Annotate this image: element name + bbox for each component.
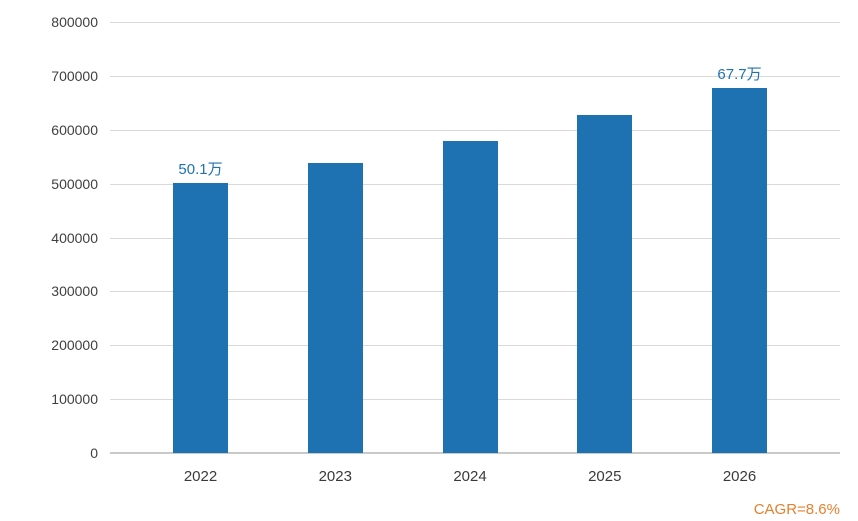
bar-value-label-2022: 50.1万 bbox=[178, 161, 223, 179]
y-tick-label: 300000 bbox=[51, 283, 98, 300]
bar-2026 bbox=[712, 88, 767, 453]
x-tick-label-2022: 2022 bbox=[183, 468, 218, 485]
x-axis-line bbox=[110, 452, 840, 454]
bar-2022 bbox=[173, 183, 228, 453]
gridline bbox=[110, 75, 840, 77]
y-tick-label: 800000 bbox=[51, 14, 98, 30]
bar-2025 bbox=[577, 115, 633, 453]
y-tick-label: 600000 bbox=[51, 121, 98, 138]
y-tick-label: 500000 bbox=[51, 175, 98, 192]
bar-2024 bbox=[442, 140, 498, 453]
bar-value-label-2026: 67.7万 bbox=[717, 66, 762, 84]
y-tick-label: 0 bbox=[90, 445, 98, 461]
x-tick-label-2025: 2025 bbox=[588, 468, 622, 485]
y-tick-label: 200000 bbox=[51, 337, 98, 354]
x-tick-label-2023: 2023 bbox=[318, 468, 352, 485]
gridline bbox=[110, 22, 840, 23]
bar-2023 bbox=[307, 162, 363, 453]
cagr-annotation: CAGR=8.6% bbox=[753, 501, 840, 518]
x-tick-label-2026: 2026 bbox=[722, 468, 757, 485]
y-tick-label: 100000 bbox=[51, 391, 98, 408]
y-tick-label: 400000 bbox=[51, 229, 98, 246]
x-tick-label-2024: 2024 bbox=[453, 468, 487, 485]
y-tick-label: 700000 bbox=[51, 67, 98, 84]
gridline bbox=[110, 129, 840, 131]
